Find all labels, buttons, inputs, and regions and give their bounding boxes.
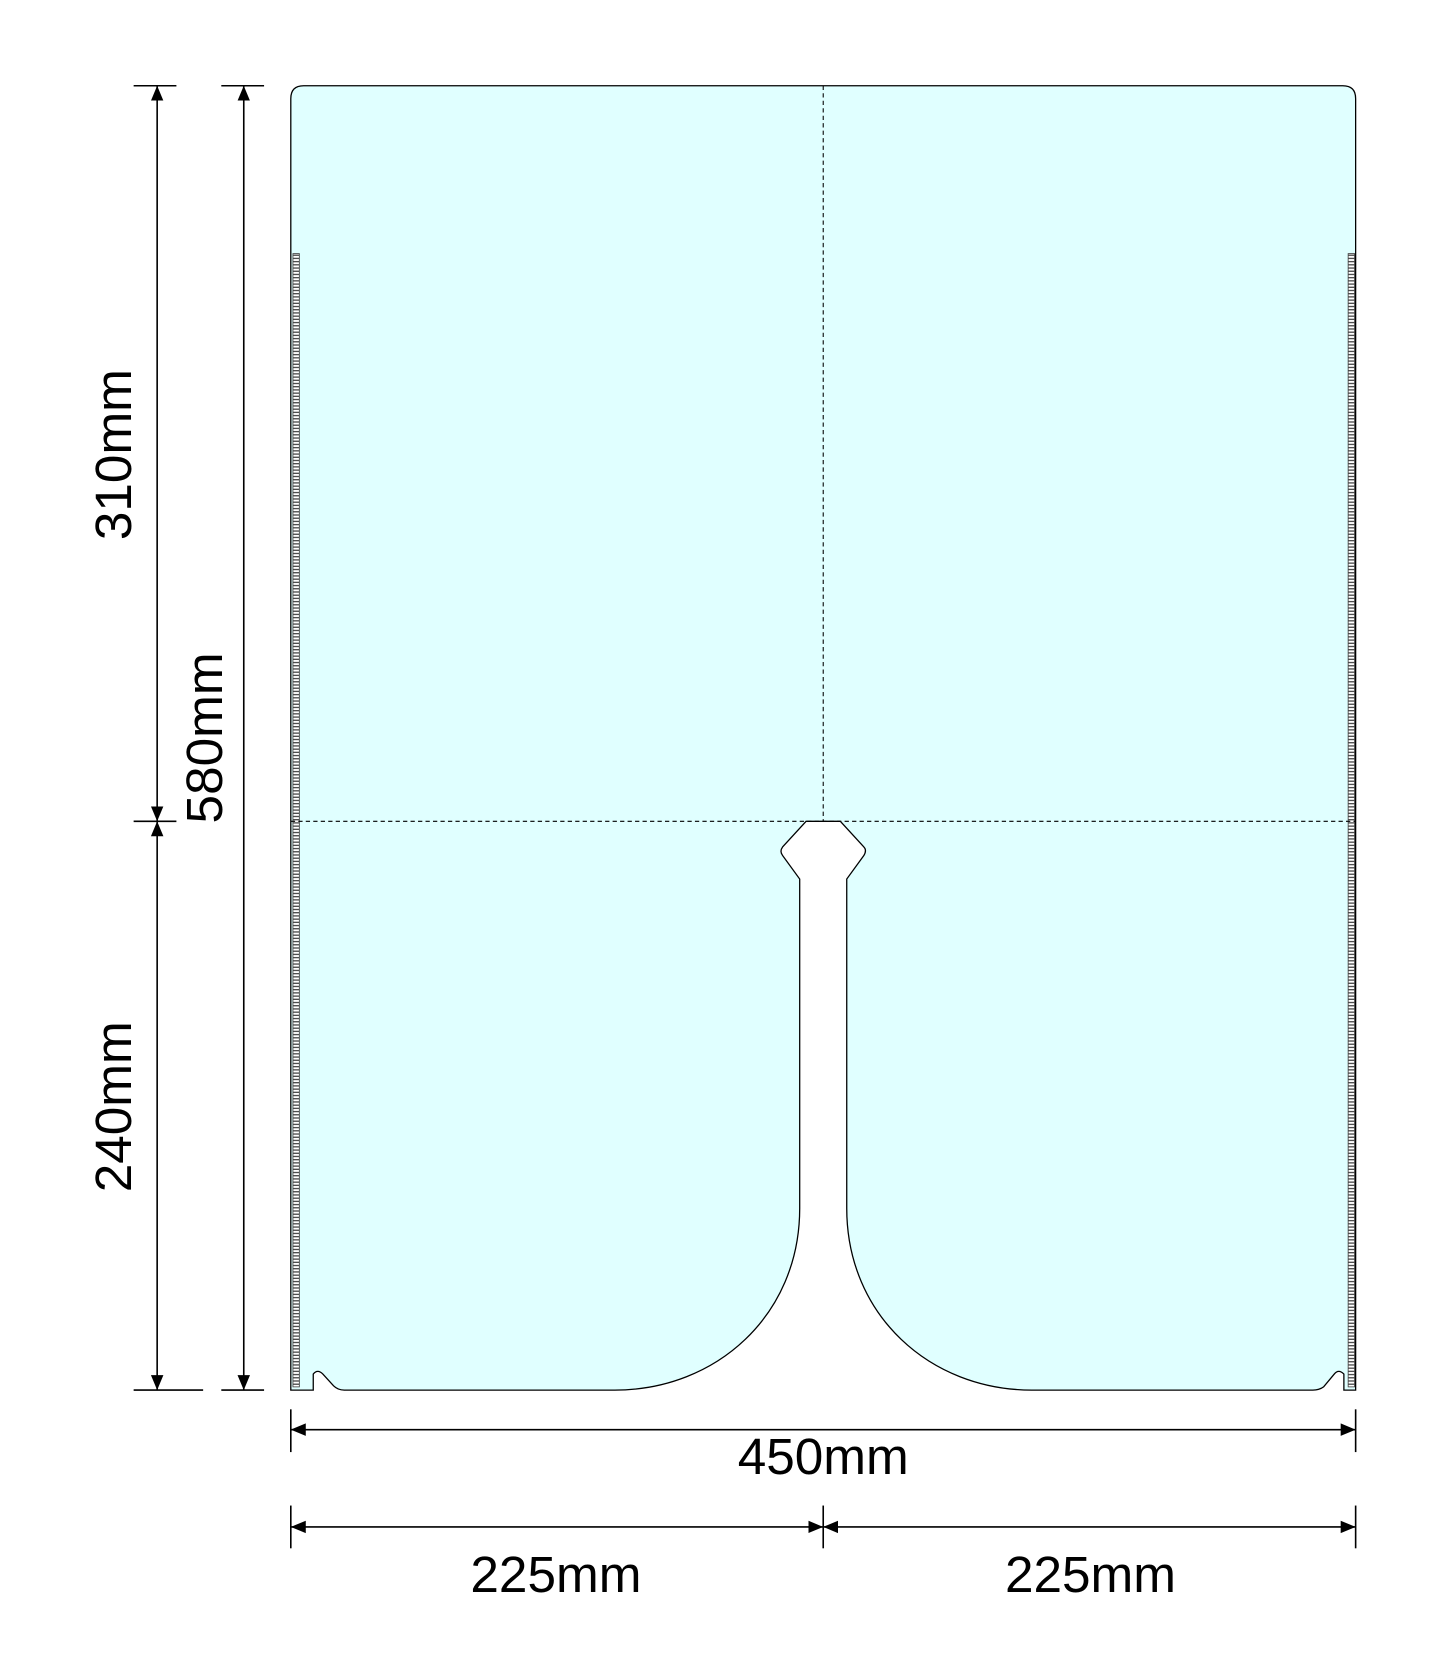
dimension-label: 310mm [85, 369, 142, 540]
left-strip [292, 253, 300, 1388]
dimension-lines [133, 84, 1357, 1549]
dimension-label: 240mm [85, 1021, 142, 1192]
dimension-label: 580mm [176, 652, 233, 823]
dimension-label: 225mm [470, 1546, 641, 1603]
dimension-label: 225mm [1005, 1546, 1176, 1603]
dimension-label: 450mm [738, 1428, 909, 1485]
right-strip [1347, 253, 1355, 1388]
